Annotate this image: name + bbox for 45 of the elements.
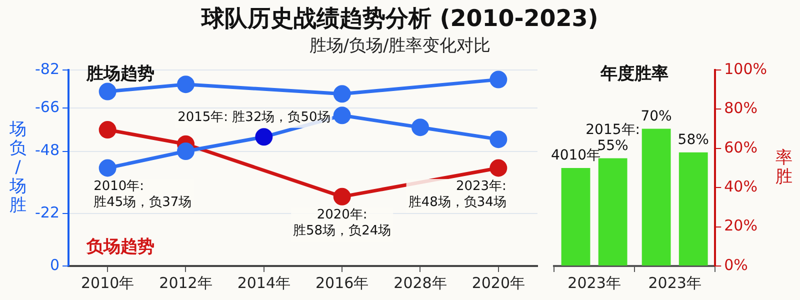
annotation: 2015年: 胜32场，负50场 bbox=[178, 110, 330, 125]
y2-tick-label: 0% bbox=[724, 256, 748, 274]
chart-subtitle: 胜场/负场/胜率变化对比 bbox=[308, 35, 492, 58]
y-tick-label: -82 bbox=[35, 60, 60, 78]
x-tick-label: 2014年 bbox=[237, 274, 291, 292]
x-tick-label: 2010年 bbox=[80, 274, 134, 292]
annotation: 2020年: 胜58场，负24场 bbox=[293, 208, 392, 239]
data-label: 70% bbox=[640, 108, 672, 124]
point bbox=[412, 118, 429, 136]
point bbox=[98, 121, 116, 139]
point bbox=[490, 159, 508, 177]
series-label: 胜场趋势 bbox=[86, 64, 154, 84]
x-tick-label: 2012年 bbox=[159, 274, 212, 292]
chart-title: 球队历史战绩趋势分析 (2010-2023) bbox=[200, 5, 600, 34]
y2-tick-label: 100% bbox=[724, 60, 768, 78]
point bbox=[255, 128, 273, 146]
point bbox=[177, 142, 194, 160]
chart-title: 年度胜率 bbox=[600, 64, 669, 84]
point bbox=[98, 159, 116, 177]
x-tick-label: 2016年 bbox=[315, 274, 369, 292]
point bbox=[490, 70, 508, 88]
point bbox=[490, 130, 508, 148]
annotation: 2023年: 胜48场，负34场 bbox=[408, 178, 506, 210]
y-tick-label: -22 bbox=[35, 203, 60, 222]
point bbox=[333, 106, 351, 124]
annotation: 2010年: 胜45场，负37场 bbox=[94, 178, 192, 210]
y2-tick-label: 20% bbox=[724, 216, 758, 235]
point bbox=[98, 82, 116, 100]
y-tick-label: -48 bbox=[35, 141, 60, 160]
y2-axis-title: 率胜 bbox=[776, 148, 792, 187]
point bbox=[333, 85, 351, 103]
text: 负场趋势 bbox=[86, 236, 154, 257]
point bbox=[333, 188, 351, 206]
x-tick-label: 2023年 bbox=[648, 274, 702, 292]
y2-tick-label: 60% bbox=[724, 138, 758, 156]
x-tick-label: 2023年 bbox=[568, 274, 621, 292]
x-tick-label: 2020年 bbox=[472, 274, 526, 292]
point bbox=[177, 76, 194, 94]
y-tick-label: -66 bbox=[35, 98, 60, 116]
y2-tick-label: 40% bbox=[724, 177, 758, 196]
x-tick-label: 2028年 bbox=[394, 274, 447, 292]
y-tick-label: 0 bbox=[50, 256, 60, 274]
y-axis-title: 场负/场胜 bbox=[8, 119, 26, 216]
y2-tick-label: 80% bbox=[724, 99, 758, 118]
data-label: 58% bbox=[678, 132, 709, 148]
